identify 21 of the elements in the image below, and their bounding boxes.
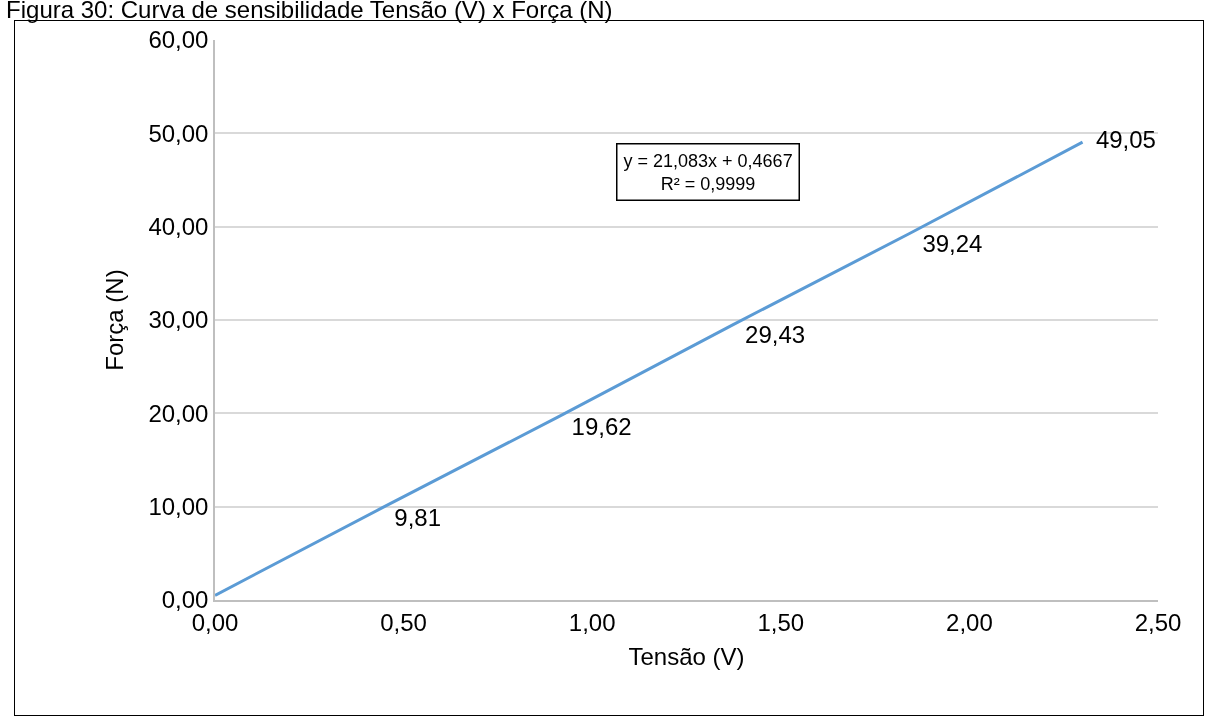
data-label: 29,43	[731, 321, 806, 349]
x-tick-label: 2,50	[1134, 608, 1182, 636]
x-tick-label: 2,00	[946, 608, 993, 636]
annotation: y = 21,083x + 0,4667 R² = 0,9999	[623, 150, 793, 194]
y-tick-label: 40,00	[148, 213, 209, 241]
chart-title: Figura 30: Curva de sensibilidade Tensão (V) x Força (N)	[6, 0, 613, 23]
y-axis-title: Força (N)	[100, 269, 128, 371]
y-tick-label: 10,00	[148, 493, 209, 521]
y-tick-label: 50,00	[148, 119, 209, 147]
data-label: 9,81	[380, 504, 442, 532]
data-label: 49,05	[1082, 126, 1156, 154]
x-tick-label: 1,00	[568, 608, 616, 636]
data-label: 19,62	[558, 412, 632, 440]
x-tick-label: 1,50	[757, 608, 805, 636]
y-tick-label: 30,00	[148, 306, 209, 334]
y-tick-label: 20,00	[148, 399, 209, 427]
data-label: 39,24	[909, 229, 983, 257]
line-series	[215, 140, 1085, 597]
x-tick-label: 0,50	[380, 608, 427, 636]
y-tick-label: 60,00	[148, 26, 209, 54]
x-axis-title: Tensão (V)	[628, 643, 745, 671]
